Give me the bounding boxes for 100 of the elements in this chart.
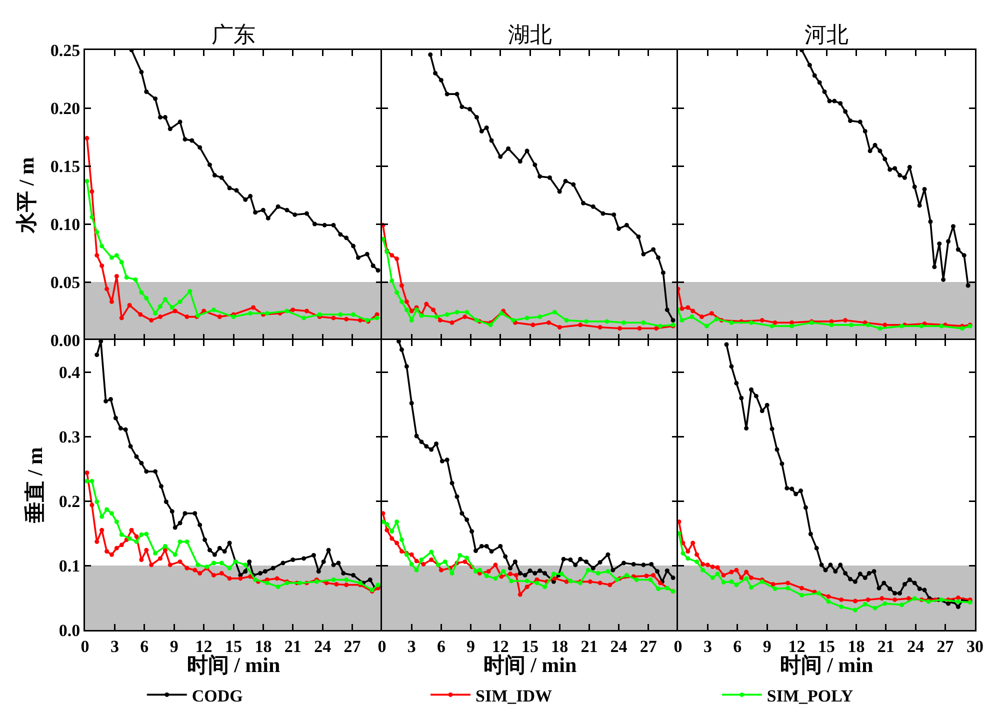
point bbox=[508, 566, 513, 570]
point bbox=[104, 398, 108, 404]
point bbox=[219, 175, 224, 180]
point bbox=[158, 556, 162, 561]
point bbox=[524, 316, 530, 320]
point bbox=[138, 312, 143, 317]
point bbox=[744, 576, 749, 581]
point bbox=[878, 326, 882, 331]
point bbox=[428, 52, 433, 57]
point bbox=[370, 264, 376, 268]
point bbox=[734, 582, 739, 588]
point bbox=[907, 164, 912, 170]
point bbox=[690, 540, 696, 546]
point bbox=[966, 283, 970, 288]
point bbox=[649, 562, 654, 567]
point bbox=[376, 268, 380, 273]
point bbox=[317, 312, 322, 317]
point bbox=[409, 400, 414, 406]
point bbox=[538, 314, 542, 320]
point bbox=[770, 426, 774, 432]
point bbox=[882, 156, 888, 162]
point bbox=[524, 578, 530, 584]
point bbox=[522, 572, 528, 578]
point bbox=[464, 556, 470, 560]
point bbox=[503, 554, 508, 559]
point bbox=[962, 253, 966, 258]
point bbox=[919, 324, 924, 328]
x-tick-label: 30 bbox=[966, 636, 984, 656]
point bbox=[158, 314, 162, 320]
point bbox=[939, 597, 944, 602]
point bbox=[153, 469, 158, 474]
point bbox=[414, 434, 419, 438]
point bbox=[404, 299, 409, 304]
point bbox=[670, 576, 676, 580]
point bbox=[849, 322, 854, 328]
point bbox=[784, 486, 790, 490]
x-tick-label: 24 bbox=[314, 636, 332, 656]
point bbox=[284, 208, 290, 212]
point bbox=[680, 306, 684, 311]
point bbox=[960, 326, 964, 331]
point bbox=[129, 528, 134, 532]
point bbox=[596, 571, 600, 576]
y-tick-label: 0.25 bbox=[50, 40, 80, 60]
point bbox=[274, 576, 280, 581]
point bbox=[749, 320, 754, 325]
x-tick-label: 3 bbox=[703, 636, 712, 656]
point bbox=[164, 500, 168, 504]
point bbox=[814, 546, 819, 550]
point bbox=[168, 126, 172, 132]
point bbox=[311, 552, 316, 558]
x-tick-label: 21 bbox=[877, 636, 894, 656]
point bbox=[573, 562, 578, 568]
point bbox=[124, 275, 129, 280]
point bbox=[816, 591, 821, 596]
point bbox=[880, 596, 884, 601]
point bbox=[94, 253, 100, 258]
point bbox=[344, 316, 349, 322]
point bbox=[700, 314, 704, 320]
point bbox=[734, 380, 739, 386]
point bbox=[744, 570, 749, 574]
point bbox=[686, 305, 690, 310]
point bbox=[94, 500, 100, 504]
point bbox=[484, 125, 489, 130]
point bbox=[149, 562, 154, 568]
point bbox=[368, 577, 372, 582]
point bbox=[807, 62, 812, 68]
x-axis-title: 时间 / min bbox=[780, 653, 874, 678]
y-tick-label: 0.1 bbox=[58, 556, 80, 576]
point bbox=[429, 550, 434, 554]
point bbox=[184, 566, 190, 570]
point bbox=[866, 322, 870, 328]
point bbox=[139, 290, 144, 295]
x-tick-label: 15 bbox=[818, 636, 835, 656]
point bbox=[848, 576, 853, 582]
point bbox=[772, 320, 778, 325]
y-axis-title: 水平 / m bbox=[14, 156, 39, 234]
point bbox=[118, 426, 123, 431]
point bbox=[108, 397, 113, 402]
point bbox=[153, 311, 158, 316]
point bbox=[892, 597, 898, 602]
point bbox=[600, 211, 606, 216]
point bbox=[770, 324, 774, 328]
point bbox=[868, 148, 872, 154]
point bbox=[621, 320, 626, 325]
point bbox=[729, 364, 734, 369]
point bbox=[641, 252, 646, 256]
point bbox=[421, 562, 426, 567]
x-axis-title: 时间 / min bbox=[483, 653, 577, 678]
point bbox=[158, 115, 162, 120]
point bbox=[917, 203, 922, 208]
point bbox=[878, 148, 882, 154]
point bbox=[394, 256, 400, 262]
point bbox=[715, 572, 720, 576]
point bbox=[690, 314, 694, 320]
point bbox=[384, 522, 390, 527]
point bbox=[109, 552, 114, 557]
point bbox=[217, 546, 222, 550]
point bbox=[866, 597, 870, 602]
point bbox=[882, 601, 888, 606]
point bbox=[872, 142, 878, 148]
